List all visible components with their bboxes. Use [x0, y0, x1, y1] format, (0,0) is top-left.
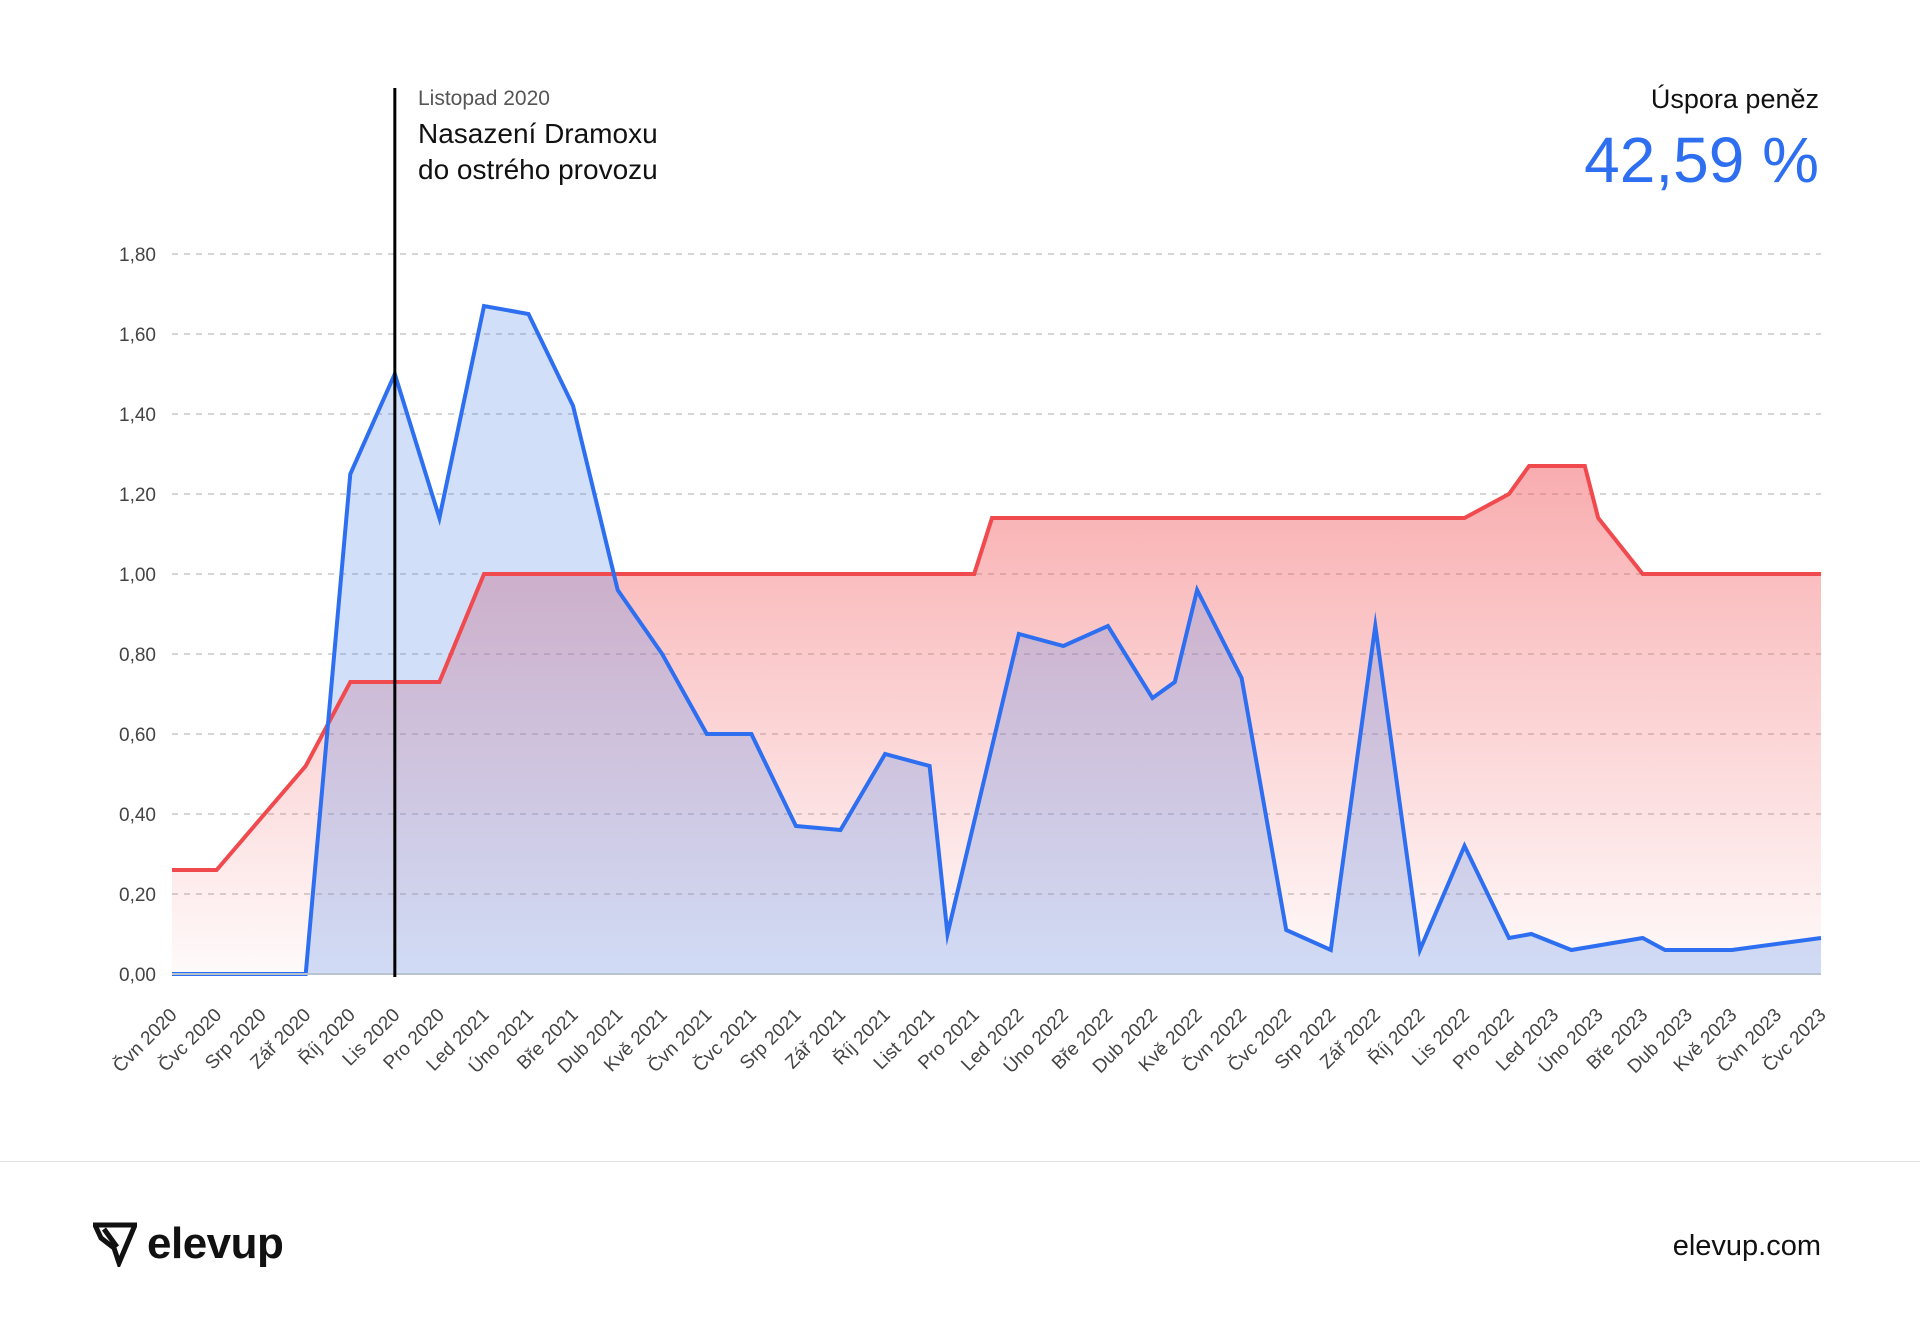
- blue-series-area: [172, 306, 1821, 974]
- y-tick-label: 1,80: [119, 245, 156, 266]
- chart: 0,00 0,20 0,40 0,60 0,80 1,00 1,20 1,40 1,60 1,80…: [108, 83, 1830, 1078]
- y-tick-label: 1,00: [119, 565, 156, 586]
- y-tick-label: 0,20: [119, 885, 156, 906]
- elevup-logo[interactable]: elevup: [93, 1218, 284, 1270]
- chart-lines: [172, 303, 1822, 976]
- blue-series-line: [172, 303, 1822, 976]
- chart-areas: [172, 306, 1821, 974]
- elevup-logo-icon: [93, 1222, 137, 1267]
- event-title-line1: Nasazení Dramoxu: [418, 118, 658, 149]
- kpi-label: Úspora peněz: [1651, 83, 1819, 114]
- red-series-line: [172, 464, 1821, 872]
- y-tick-label: 1,40: [119, 405, 156, 426]
- y-tick-label: 0,80: [119, 645, 156, 666]
- y-axis-ticks: 0,00 0,20 0,40 0,60 0,80 1,00 1,20 1,40 1,60 1,80: [119, 245, 156, 986]
- event-title-line2: do ostrého provozu: [418, 154, 658, 185]
- y-tick-label: 0,40: [119, 805, 156, 826]
- y-tick-label: 0,60: [119, 725, 156, 746]
- logo-text: elevup: [147, 1219, 284, 1268]
- site-url-link[interactable]: elevup.com: [1672, 1230, 1821, 1262]
- y-tick-label: 0,00: [119, 965, 156, 986]
- y-tick-label: 1,20: [119, 485, 156, 506]
- y-tick-label: 1,60: [119, 325, 156, 346]
- footer-divider: [0, 1161, 1920, 1162]
- event-date: Listopad 2020: [418, 87, 550, 110]
- kpi-value: 42,59 %: [1584, 124, 1819, 196]
